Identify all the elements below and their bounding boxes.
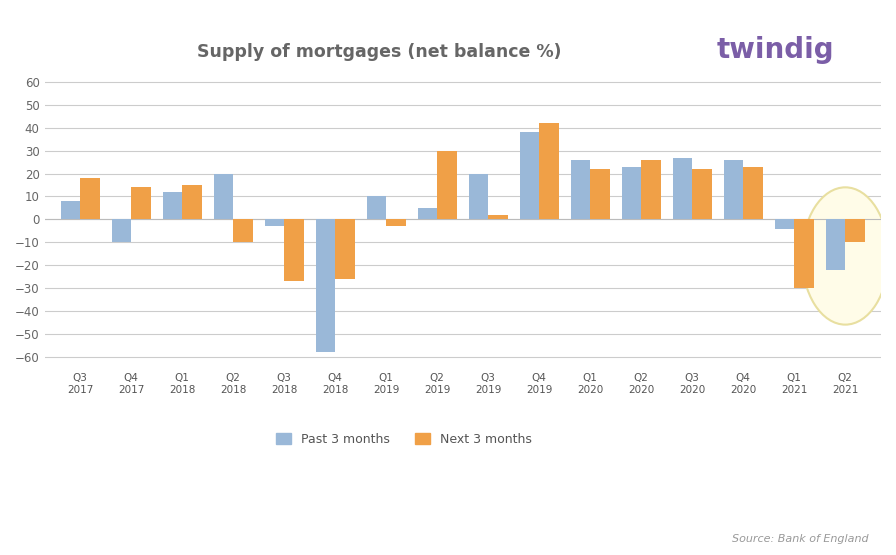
Bar (520, 133, 539, 219)
Bar (488, 215, 508, 219)
Bar (61, 201, 81, 219)
Bar (794, 219, 814, 288)
Bar (112, 219, 132, 242)
Bar (693, 169, 711, 219)
Bar (265, 219, 284, 226)
Bar (845, 219, 865, 242)
Bar (826, 219, 845, 270)
Bar (744, 166, 762, 219)
Bar (163, 192, 182, 219)
Bar (367, 196, 386, 219)
Text: Source: Bank of England: Source: Bank of England (733, 534, 869, 544)
Ellipse shape (802, 188, 889, 325)
Bar (418, 208, 437, 219)
Bar (622, 166, 642, 219)
Bar (386, 219, 406, 226)
Legend: Past 3 months, Next 3 months: Past 3 months, Next 3 months (271, 428, 537, 451)
Bar (673, 158, 693, 219)
Bar (284, 219, 304, 281)
Bar (724, 160, 744, 219)
Text: twindig: twindig (716, 36, 834, 64)
Bar (539, 123, 559, 219)
Bar (437, 151, 457, 219)
Bar (775, 219, 794, 229)
Bar (590, 169, 609, 219)
Bar (571, 160, 590, 219)
Bar (316, 219, 335, 352)
Bar (335, 219, 355, 279)
Bar (469, 174, 488, 219)
Bar (132, 188, 151, 219)
Bar (642, 160, 660, 219)
Title: Supply of mortgages (net balance %): Supply of mortgages (net balance %) (197, 43, 562, 60)
Bar (81, 178, 99, 219)
Bar (182, 185, 202, 219)
Bar (233, 219, 253, 242)
Bar (214, 174, 233, 219)
